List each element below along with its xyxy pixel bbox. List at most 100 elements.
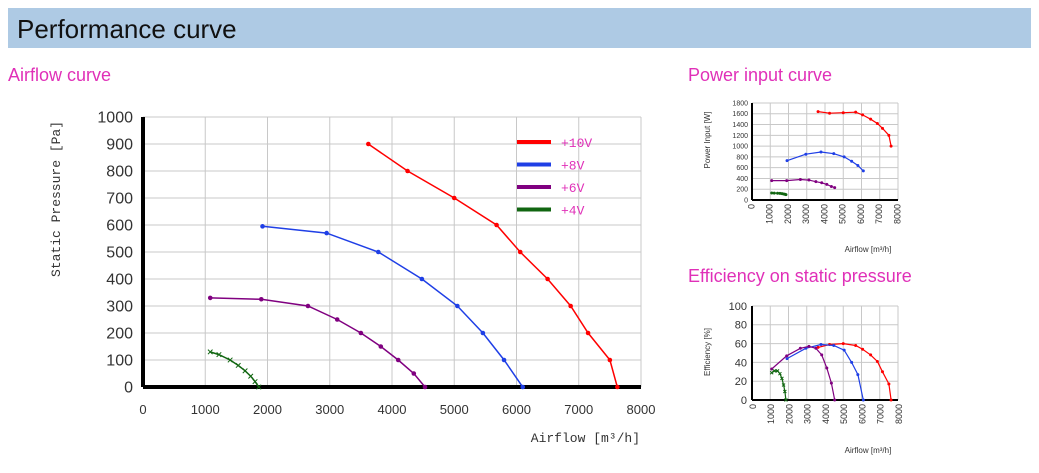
data-point-plus4v (216, 351, 222, 358)
airflow-section-title: Airflow curve (8, 65, 112, 85)
series-line-plus8v (262, 225, 524, 388)
x-tick-label: 5000 (440, 402, 469, 417)
y-tick-label: 100 (106, 353, 133, 370)
x-axis-label: Airflow [m³/h] (845, 446, 892, 455)
data-point-plus6v (814, 180, 818, 184)
y-tick-label: 0 (124, 380, 133, 397)
data-point-plus6v (820, 353, 824, 357)
x-axis-label: Airflow [m³/h] (531, 431, 640, 446)
y-tick-label: 1200 (732, 133, 748, 140)
data-point-plus10v (828, 111, 832, 115)
data-point-plus4v (252, 378, 258, 385)
data-point-plus10v (887, 133, 891, 137)
x-tick-label: 8000 (892, 204, 902, 224)
data-point-plus8v (804, 152, 808, 156)
data-point-plus6v (825, 182, 829, 186)
x-tick-label: 5000 (839, 404, 849, 424)
data-point-plus8v (785, 159, 789, 163)
efficiency-section-title: Efficiency on static pressure (688, 266, 912, 286)
data-point-plus10v (816, 110, 820, 114)
x-tick-label: 2000 (253, 402, 282, 417)
data-point-plus10v (607, 357, 613, 363)
data-point-plus4v (772, 369, 777, 373)
x-tick-label: 4000 (819, 204, 829, 224)
data-point-plus10v (854, 343, 858, 347)
data-point-plus4v (775, 369, 780, 373)
x-tick-label: 4000 (821, 404, 831, 424)
x-tick-label: 5000 (838, 204, 848, 224)
data-point-plus8v (850, 360, 854, 364)
data-point-plus6v (798, 346, 802, 350)
y-tick-label: 400 (106, 272, 133, 289)
y-tick-label: 0 (744, 197, 748, 204)
power-section-title: Power input curve (688, 65, 833, 85)
data-point-plus8v (861, 398, 865, 402)
data-point-plus8v (480, 330, 486, 336)
x-tick-label: 0 (748, 404, 758, 409)
data-point-plus6v (798, 178, 802, 182)
y-tick-label: 0 (741, 395, 747, 407)
data-point-plus6v (422, 384, 428, 390)
legend-label-plus4v: +4V (561, 204, 585, 219)
data-point-plus8v (324, 230, 329, 236)
data-point-plus6v (207, 295, 213, 301)
data-point-plus6v (833, 398, 837, 402)
data-point-plus6v (411, 371, 417, 376)
x-tick-label: 1000 (765, 204, 775, 224)
data-point-plus10v (869, 117, 873, 121)
y-tick-label: 60 (735, 338, 747, 350)
y-tick-label: 1800 (732, 100, 748, 107)
data-point-plus10v (861, 347, 865, 351)
data-point-plus10v (615, 384, 620, 390)
data-point-plus10v (854, 110, 858, 114)
data-point-plus10v (517, 249, 523, 255)
data-point-plus4v (776, 191, 780, 195)
data-point-plus8v (842, 348, 846, 352)
data-point-plus6v (395, 357, 401, 363)
y-tick-label: 800 (106, 164, 133, 181)
data-point-plus6v (358, 330, 364, 336)
x-tick-label: 7000 (876, 404, 886, 424)
data-point-plus4v (256, 384, 262, 390)
x-tick-label: 6000 (857, 404, 867, 424)
header-bar: Performance curve (8, 8, 1031, 48)
data-point-plus6v (807, 178, 811, 182)
data-point-plus10v (366, 141, 371, 147)
data-point-plus6v (334, 317, 340, 322)
x-tick-label: 7000 (564, 402, 593, 417)
data-point-plus10v (405, 168, 410, 174)
legend-label-plus10v: +10V (561, 136, 592, 151)
data-point-plus6v (785, 179, 789, 183)
data-point-plus8v (856, 164, 860, 168)
x-tick-label: 1000 (766, 404, 776, 424)
legend-label-plus8v: +8V (561, 159, 585, 174)
data-point-plus8v (419, 276, 425, 282)
data-point-plus4v (781, 383, 786, 387)
y-tick-label: 40 (735, 357, 747, 369)
data-point-plus4v (248, 373, 254, 379)
data-point-plus8v (842, 155, 846, 159)
data-point-plus10v (887, 382, 891, 386)
data-point-plus4v (227, 357, 233, 363)
y-tick-label: 600 (736, 165, 748, 172)
data-point-plus6v (814, 346, 818, 350)
y-tick-label: 1000 (97, 110, 133, 127)
y-tick-label: 600 (106, 218, 133, 235)
data-point-plus8v (832, 343, 836, 347)
y-tick-label: 1000 (732, 144, 748, 151)
data-point-plus8v (819, 150, 823, 154)
y-tick-label: 700 (106, 191, 133, 208)
y-tick-label: 1400 (732, 122, 748, 129)
data-point-plus8v (850, 159, 854, 163)
data-point-plus10v (585, 330, 591, 336)
data-point-plus10v (841, 342, 845, 346)
data-point-plus8v (832, 152, 836, 156)
y-tick-label: 100 (729, 301, 747, 313)
data-point-plus10v (875, 359, 879, 363)
data-point-plus4v (784, 398, 788, 402)
data-point-plus8v (376, 249, 381, 255)
y-tick-label: 200 (736, 187, 748, 194)
data-point-plus10v (451, 195, 457, 201)
